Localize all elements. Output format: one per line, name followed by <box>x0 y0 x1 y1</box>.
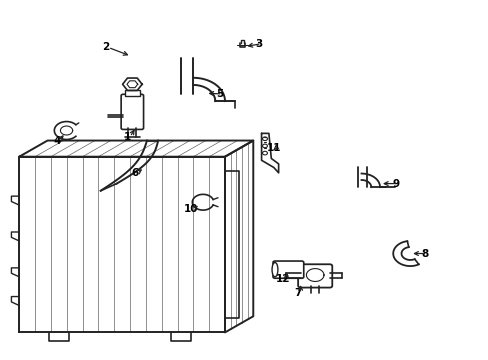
Text: 10: 10 <box>183 204 198 214</box>
Text: 7: 7 <box>294 288 301 298</box>
Circle shape <box>262 151 267 155</box>
FancyBboxPatch shape <box>121 94 143 130</box>
Text: 8: 8 <box>421 248 427 258</box>
Text: 9: 9 <box>391 179 398 189</box>
Circle shape <box>262 144 267 148</box>
Text: 3: 3 <box>255 39 262 49</box>
Text: 12: 12 <box>276 274 290 284</box>
Ellipse shape <box>271 262 277 277</box>
Text: 6: 6 <box>131 168 138 178</box>
Text: 4: 4 <box>53 136 61 145</box>
Circle shape <box>262 137 267 140</box>
FancyBboxPatch shape <box>272 261 303 278</box>
Text: 1: 1 <box>123 132 131 142</box>
FancyBboxPatch shape <box>298 264 331 288</box>
Text: 2: 2 <box>102 42 109 52</box>
Text: 5: 5 <box>216 89 224 99</box>
Bar <box>124 90 140 96</box>
Text: 11: 11 <box>266 143 281 153</box>
